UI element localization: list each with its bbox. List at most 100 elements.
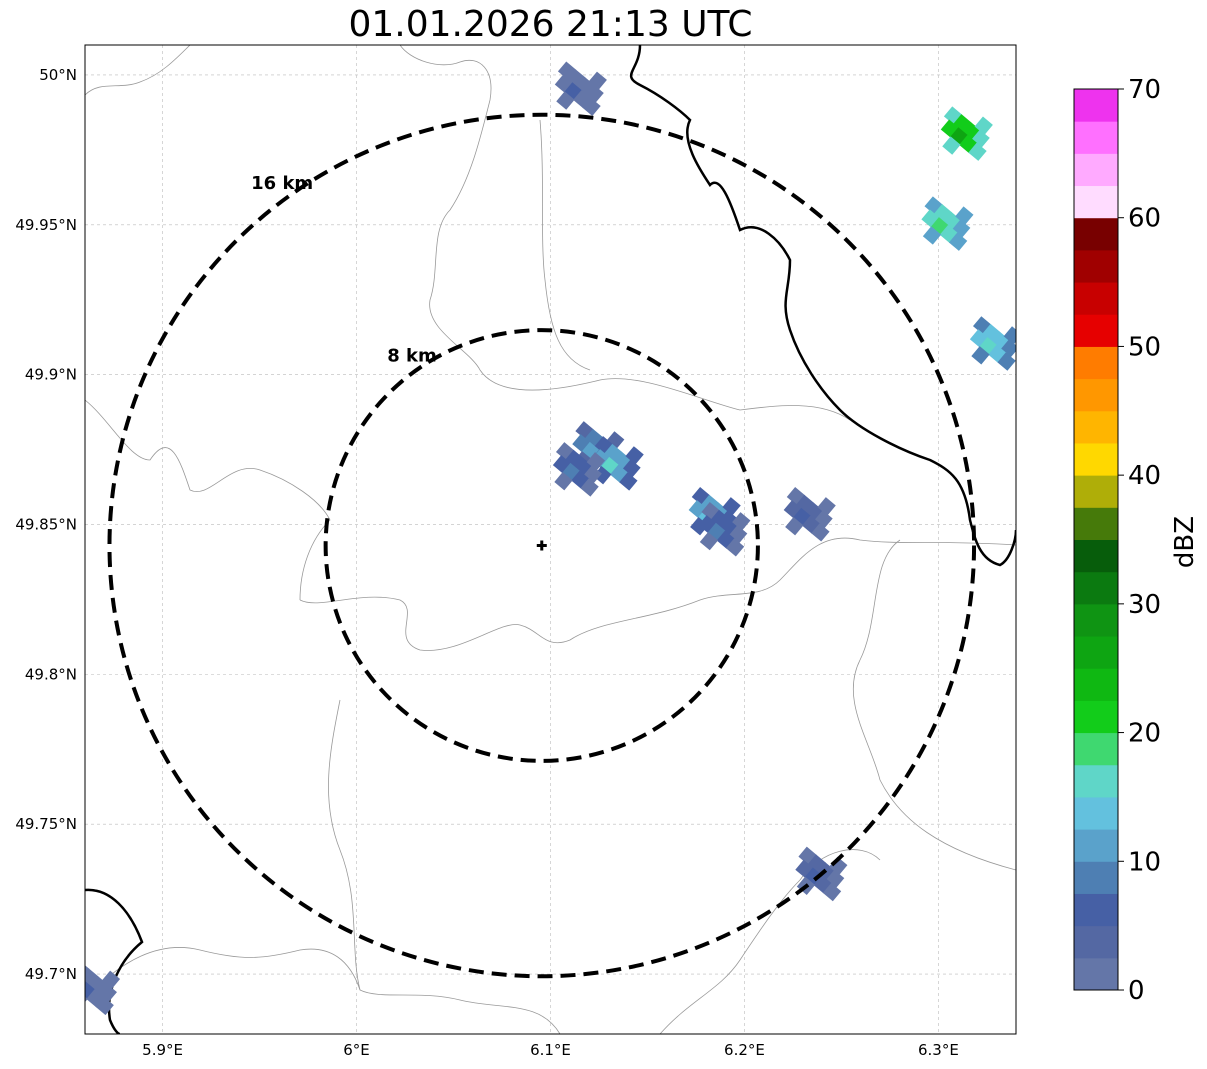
echo-cell (580, 478, 599, 497)
colorbar-band (1074, 829, 1118, 862)
echo-cell (968, 142, 987, 161)
echo-west-edge (85, 960, 121, 1016)
echo-cell (942, 136, 961, 155)
range-ring (107, 112, 977, 979)
echo-ne-band-3 (969, 316, 1016, 371)
colorbar-band (1074, 507, 1118, 540)
border-thin-centre (539, 119, 591, 371)
colorbar-band (1074, 700, 1118, 734)
echo-cell (625, 446, 644, 465)
echo-cell (785, 517, 804, 536)
colorbar-band (1074, 861, 1118, 894)
border-thin-east (852, 539, 1016, 871)
echo-core-main-3 (552, 442, 605, 497)
colorbar-band (1074, 442, 1118, 476)
border-thin-se (659, 849, 881, 1034)
lon-tick-label: 5.9°E (142, 1041, 183, 1059)
border-thin-south-c (85, 947, 361, 1001)
colorbar-band (1074, 732, 1118, 766)
echo-ne-band-2 (921, 196, 974, 251)
echo-cell (922, 226, 942, 245)
colorbar-tick-label: 50 (1128, 332, 1161, 362)
lat-tick-label: 49.85°N (15, 516, 77, 534)
echo-cell (948, 232, 968, 251)
colorbar-tick-label: 10 (1128, 847, 1161, 877)
colorbar: 0 10 20 30 40 50 60 70 dBZ (1073, 75, 1200, 1006)
echo-north-cell (554, 61, 607, 116)
echo-cell (556, 91, 575, 110)
echo-cell (95, 996, 114, 1016)
colorbar-band (1074, 539, 1118, 573)
colorbar-unit-label: dBZ (1170, 516, 1200, 568)
border-thick-ne (629, 45, 1016, 567)
lon-tick-label: 6.3°E (918, 1041, 959, 1059)
colorbar-band (1074, 796, 1118, 830)
range-rings (107, 112, 977, 979)
echo-east-cell (783, 487, 836, 542)
colorbar-frame (1073, 88, 1119, 991)
echo-tail-se-2 (698, 502, 751, 557)
graticule-grid (85, 45, 1016, 1034)
range-ring (323, 328, 760, 763)
echo-cell (699, 531, 719, 551)
colorbar-band (1074, 217, 1118, 251)
lat-tick-label: 49.9°N (25, 366, 77, 384)
colorbar-band (1074, 282, 1118, 315)
map-title: 01.01.2026 21:13 UTC (348, 4, 753, 45)
border-thin-west (85, 399, 331, 601)
border-thick-sw (85, 888, 144, 1034)
colorbar-band (1074, 603, 1118, 637)
echo-cell (619, 472, 638, 491)
radar-site-marker (536, 540, 547, 551)
lon-tick-label: 6°E (343, 1041, 370, 1059)
echo-cell (955, 206, 974, 225)
border-thin-river (399, 45, 851, 421)
colorbar-tick-label: 0 (1128, 976, 1145, 1006)
colorbar-band (1074, 668, 1118, 701)
echo-cell (732, 512, 751, 531)
boundary-lines (85, 45, 1016, 1034)
echo-south-cell (795, 846, 848, 902)
echo-cell (586, 452, 605, 471)
echo-cell (822, 882, 842, 902)
echo-cell (811, 523, 830, 542)
echo-cell (974, 116, 993, 135)
colorbar-band (1074, 764, 1118, 798)
colorbar-band (1074, 378, 1118, 412)
colorbar-band (1074, 925, 1118, 959)
echo-cell (722, 497, 741, 516)
colorbar-tick-label: 40 (1128, 461, 1161, 491)
range-ring-labels: 8 km 16 km (251, 173, 437, 366)
colorbar-band (1074, 893, 1118, 927)
echo-cell (997, 352, 1016, 371)
echo-cell (725, 538, 745, 557)
range-ring-label: 16 km (251, 173, 313, 194)
colorbar-tick-label: 30 (1128, 590, 1161, 620)
border-thin-north (85, 45, 191, 96)
colorbar-band (1074, 475, 1118, 508)
colorbar-band (1074, 153, 1118, 187)
echo-cell (101, 970, 121, 989)
border-thin-south-b (328, 699, 561, 1034)
border-thin-south-a (299, 537, 1016, 651)
lat-tick-label: 49.8°N (25, 665, 77, 683)
lat-tick-label: 49.7°N (25, 965, 77, 983)
colorbar-band (1074, 249, 1118, 283)
lat-tick-label: 49.75°N (15, 815, 77, 833)
colorbar-band (1074, 571, 1118, 605)
colorbar-band (1074, 957, 1118, 991)
echo-cell (582, 97, 601, 116)
echo-cell (971, 346, 990, 365)
lon-tick-label: 6.2°E (724, 1041, 765, 1059)
range-ring-label: 8 km (387, 345, 437, 366)
colorbar-tick-label: 20 (1128, 719, 1161, 749)
colorbar-tick-label: 70 (1128, 75, 1161, 105)
colorbar-band (1074, 314, 1118, 347)
colorbar-band (1074, 121, 1118, 154)
lat-tick-label: 49.95°N (15, 216, 77, 234)
echo-cell (554, 472, 573, 491)
axis-ticks: 5.9°E 6°E 6.1°E 6.2°E 6.3°E 50°N 49.95°N 49.9°N… (15, 66, 959, 1059)
radar-echoes (85, 61, 1016, 1016)
echo-cell (588, 71, 607, 90)
plot-frame (84, 44, 1017, 1035)
